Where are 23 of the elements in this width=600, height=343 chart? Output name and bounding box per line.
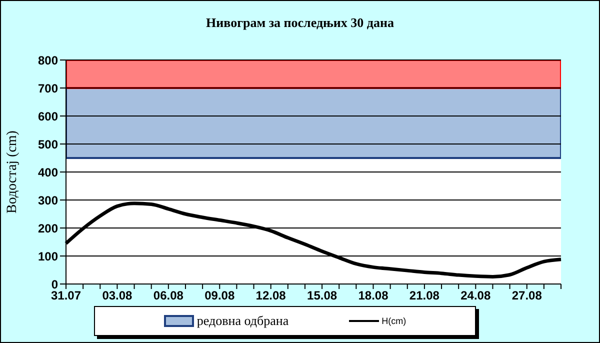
y-tick-label: 0 <box>51 277 58 292</box>
x-tick-label: 31.07 <box>50 288 82 303</box>
y-tick-label: 400 <box>38 165 58 180</box>
x-tick-label: 24.08 <box>460 288 491 303</box>
y-tick-label: 600 <box>38 109 58 124</box>
y-tick-label: 300 <box>38 193 58 208</box>
x-tick-label: 06.08 <box>153 288 184 303</box>
chart-title: Нивограм за последњих 30 дана <box>205 15 395 31</box>
x-tick-label: 15.08 <box>307 288 338 303</box>
x-tick-label: 03.08 <box>102 288 133 303</box>
x-tick-label: 09.08 <box>204 288 235 303</box>
y-tick-label: 100 <box>38 249 58 264</box>
y-tick-label: 800 <box>38 53 58 68</box>
y-tick-label: 500 <box>38 137 58 152</box>
y-tick-label: 700 <box>38 81 58 96</box>
x-tick-label: 12.08 <box>256 288 286 303</box>
y-tick-label: 200 <box>38 221 58 236</box>
x-tick-label: 21.08 <box>409 288 440 303</box>
legend-label: редовна одбрана <box>196 313 289 329</box>
x-tick-label: 18.08 <box>358 288 389 303</box>
y-axis-title: Водостај (cm) <box>4 130 20 214</box>
legend-label: H(cm) <box>382 316 406 326</box>
x-tick-label: 27.08 <box>512 288 542 303</box>
